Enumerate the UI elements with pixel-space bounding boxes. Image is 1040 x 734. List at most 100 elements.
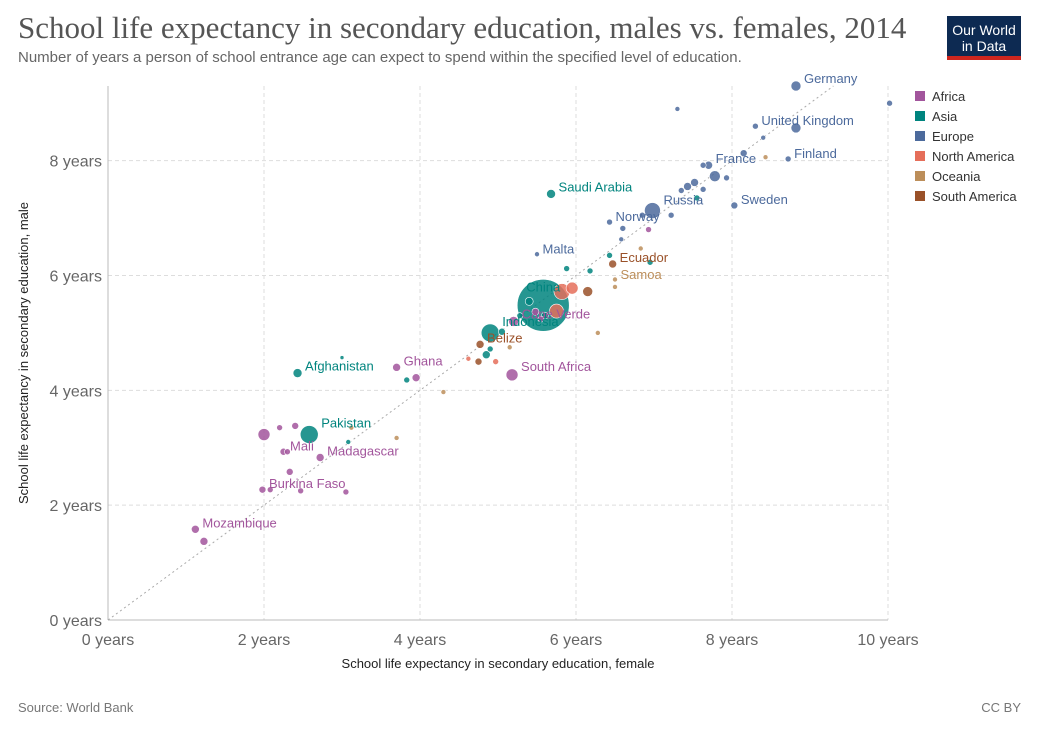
- data-point[interactable]: [392, 363, 401, 372]
- data-point[interactable]: [619, 225, 627, 232]
- point-label: Sweden: [741, 192, 788, 207]
- data-point[interactable]: [699, 186, 707, 193]
- data-point[interactable]: [646, 258, 654, 266]
- data-point[interactable]: [563, 265, 570, 272]
- point-label: Indonesia: [502, 314, 559, 329]
- point-label: France: [716, 151, 756, 166]
- data-point[interactable]: [411, 373, 421, 382]
- x-tick-label: 2 years: [238, 632, 290, 649]
- data-point[interactable]: [492, 358, 499, 365]
- y-tick-label: 8 years: [50, 154, 102, 171]
- data-point[interactable]: [531, 307, 540, 316]
- data-point[interactable]: [524, 297, 534, 306]
- data-point[interactable]: [683, 182, 692, 191]
- chart-title: School life expectancy in secondary educ…: [18, 10, 907, 45]
- data-point[interactable]: [644, 202, 661, 219]
- point-label: Finland: [794, 146, 837, 161]
- data-point[interactable]: [299, 425, 319, 444]
- data-point[interactable]: [486, 345, 494, 353]
- legend-item[interactable]: Europe: [915, 126, 1017, 146]
- data-point[interactable]: [565, 281, 579, 295]
- data-point[interactable]: [292, 368, 303, 378]
- point-label: China: [526, 279, 561, 294]
- data-point[interactable]: [690, 178, 699, 187]
- license-link[interactable]: CC BY: [981, 700, 1021, 715]
- data-point[interactable]: [618, 236, 625, 243]
- data-point[interactable]: [191, 524, 200, 534]
- x-axis-title: School life expectancy in secondary educ…: [342, 656, 655, 671]
- data-point[interactable]: [257, 428, 271, 441]
- data-point[interactable]: [498, 327, 506, 336]
- data-point[interactable]: [699, 161, 707, 169]
- data-point[interactable]: [606, 252, 613, 259]
- data-point[interactable]: [582, 286, 594, 297]
- point-label: South Africa: [521, 359, 592, 374]
- data-point[interactable]: [505, 368, 519, 382]
- data-point[interactable]: [667, 211, 675, 219]
- data-point[interactable]: [348, 424, 355, 431]
- data-point[interactable]: [465, 355, 472, 362]
- legend-item[interactable]: South America: [915, 186, 1017, 206]
- data-point[interactable]: [475, 340, 485, 349]
- data-point[interactable]: [474, 357, 483, 366]
- data-point[interactable]: [790, 122, 802, 134]
- data-point[interactable]: [393, 435, 400, 441]
- data-point[interactable]: [637, 245, 644, 252]
- data-point[interactable]: [723, 174, 730, 182]
- legend-item[interactable]: North America: [915, 146, 1017, 166]
- data-point[interactable]: [586, 267, 594, 275]
- data-point[interactable]: [516, 312, 524, 319]
- data-point[interactable]: [342, 488, 350, 496]
- data-point[interactable]: [886, 99, 893, 107]
- x-tick-label: 10 years: [857, 632, 918, 649]
- data-point[interactable]: [595, 330, 601, 336]
- data-point[interactable]: [790, 80, 802, 92]
- data-point[interactable]: [276, 424, 283, 431]
- data-point[interactable]: [481, 350, 491, 360]
- data-point[interactable]: [440, 389, 447, 395]
- data-point[interactable]: [345, 439, 352, 445]
- data-point[interactable]: [546, 189, 556, 199]
- data-point[interactable]: [608, 259, 617, 269]
- data-point[interactable]: [291, 422, 300, 430]
- data-point[interactable]: [762, 154, 769, 160]
- data-point[interactable]: [709, 170, 721, 182]
- data-point[interactable]: [506, 344, 513, 351]
- legend-item[interactable]: Africa: [915, 86, 1017, 106]
- owid-logo[interactable]: Our World in Data: [947, 16, 1021, 60]
- legend-item[interactable]: Oceania: [915, 166, 1017, 186]
- data-point[interactable]: [674, 106, 681, 112]
- data-point[interactable]: [784, 155, 792, 163]
- data-point[interactable]: [638, 211, 646, 219]
- data-point[interactable]: [266, 486, 274, 493]
- data-point[interactable]: [760, 134, 767, 141]
- data-point[interactable]: [606, 218, 613, 226]
- data-point[interactable]: [752, 122, 759, 130]
- data-point[interactable]: [739, 149, 748, 157]
- data-point[interactable]: [693, 194, 701, 202]
- legend-swatch: [915, 191, 925, 201]
- data-point[interactable]: [549, 303, 564, 319]
- legend-item[interactable]: Asia: [915, 106, 1017, 126]
- data-point[interactable]: [403, 376, 411, 384]
- legend: Africa Asia Europe North America Oceania Sout…: [915, 86, 1017, 206]
- data-point[interactable]: [284, 448, 291, 456]
- point-label: Samoa: [621, 267, 663, 282]
- data-point[interactable]: [645, 226, 652, 233]
- data-point[interactable]: [315, 453, 325, 462]
- data-point[interactable]: [537, 315, 545, 323]
- data-point[interactable]: [258, 485, 267, 494]
- point-label: Afghanistan: [305, 359, 374, 374]
- data-point[interactable]: [730, 201, 739, 210]
- data-point[interactable]: [199, 537, 209, 546]
- data-point[interactable]: [612, 276, 618, 283]
- data-point[interactable]: [297, 487, 304, 495]
- data-point[interactable]: [339, 355, 345, 360]
- data-point[interactable]: [534, 251, 540, 258]
- data-point[interactable]: [508, 316, 519, 327]
- point-label: United Kingdom: [761, 113, 854, 128]
- data-point[interactable]: [612, 284, 618, 290]
- logo-line1: Our World: [952, 22, 1016, 38]
- data-point[interactable]: [285, 468, 294, 476]
- data-point[interactable]: [677, 187, 685, 194]
